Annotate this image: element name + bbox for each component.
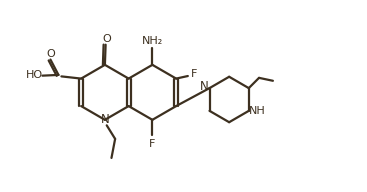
Text: O: O (102, 34, 111, 44)
Text: O: O (47, 49, 55, 59)
Text: NH: NH (248, 106, 265, 116)
Text: F: F (149, 139, 156, 149)
Text: NH₂: NH₂ (142, 36, 163, 46)
Text: N: N (101, 113, 109, 126)
Text: HO: HO (26, 70, 43, 80)
Text: N: N (200, 80, 209, 93)
Text: F: F (191, 69, 197, 79)
